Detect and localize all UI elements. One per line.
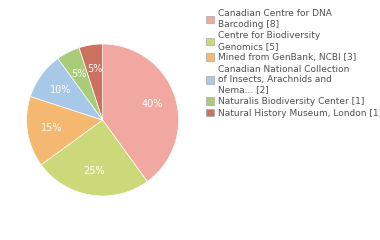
Text: 25%: 25% <box>84 166 105 176</box>
Text: 5%: 5% <box>87 64 102 74</box>
Wedge shape <box>27 96 103 165</box>
Text: 10%: 10% <box>50 85 71 95</box>
Text: 5%: 5% <box>71 69 87 79</box>
Text: 15%: 15% <box>41 123 62 133</box>
Legend: Canadian Centre for DNA
Barcoding [8], Centre for Biodiversity
Genomics [5], Min: Canadian Centre for DNA Barcoding [8], C… <box>206 9 380 118</box>
Text: 40%: 40% <box>141 99 162 109</box>
Wedge shape <box>58 48 103 120</box>
Wedge shape <box>30 59 103 120</box>
Wedge shape <box>79 44 103 120</box>
Wedge shape <box>103 44 179 181</box>
Wedge shape <box>41 120 147 196</box>
